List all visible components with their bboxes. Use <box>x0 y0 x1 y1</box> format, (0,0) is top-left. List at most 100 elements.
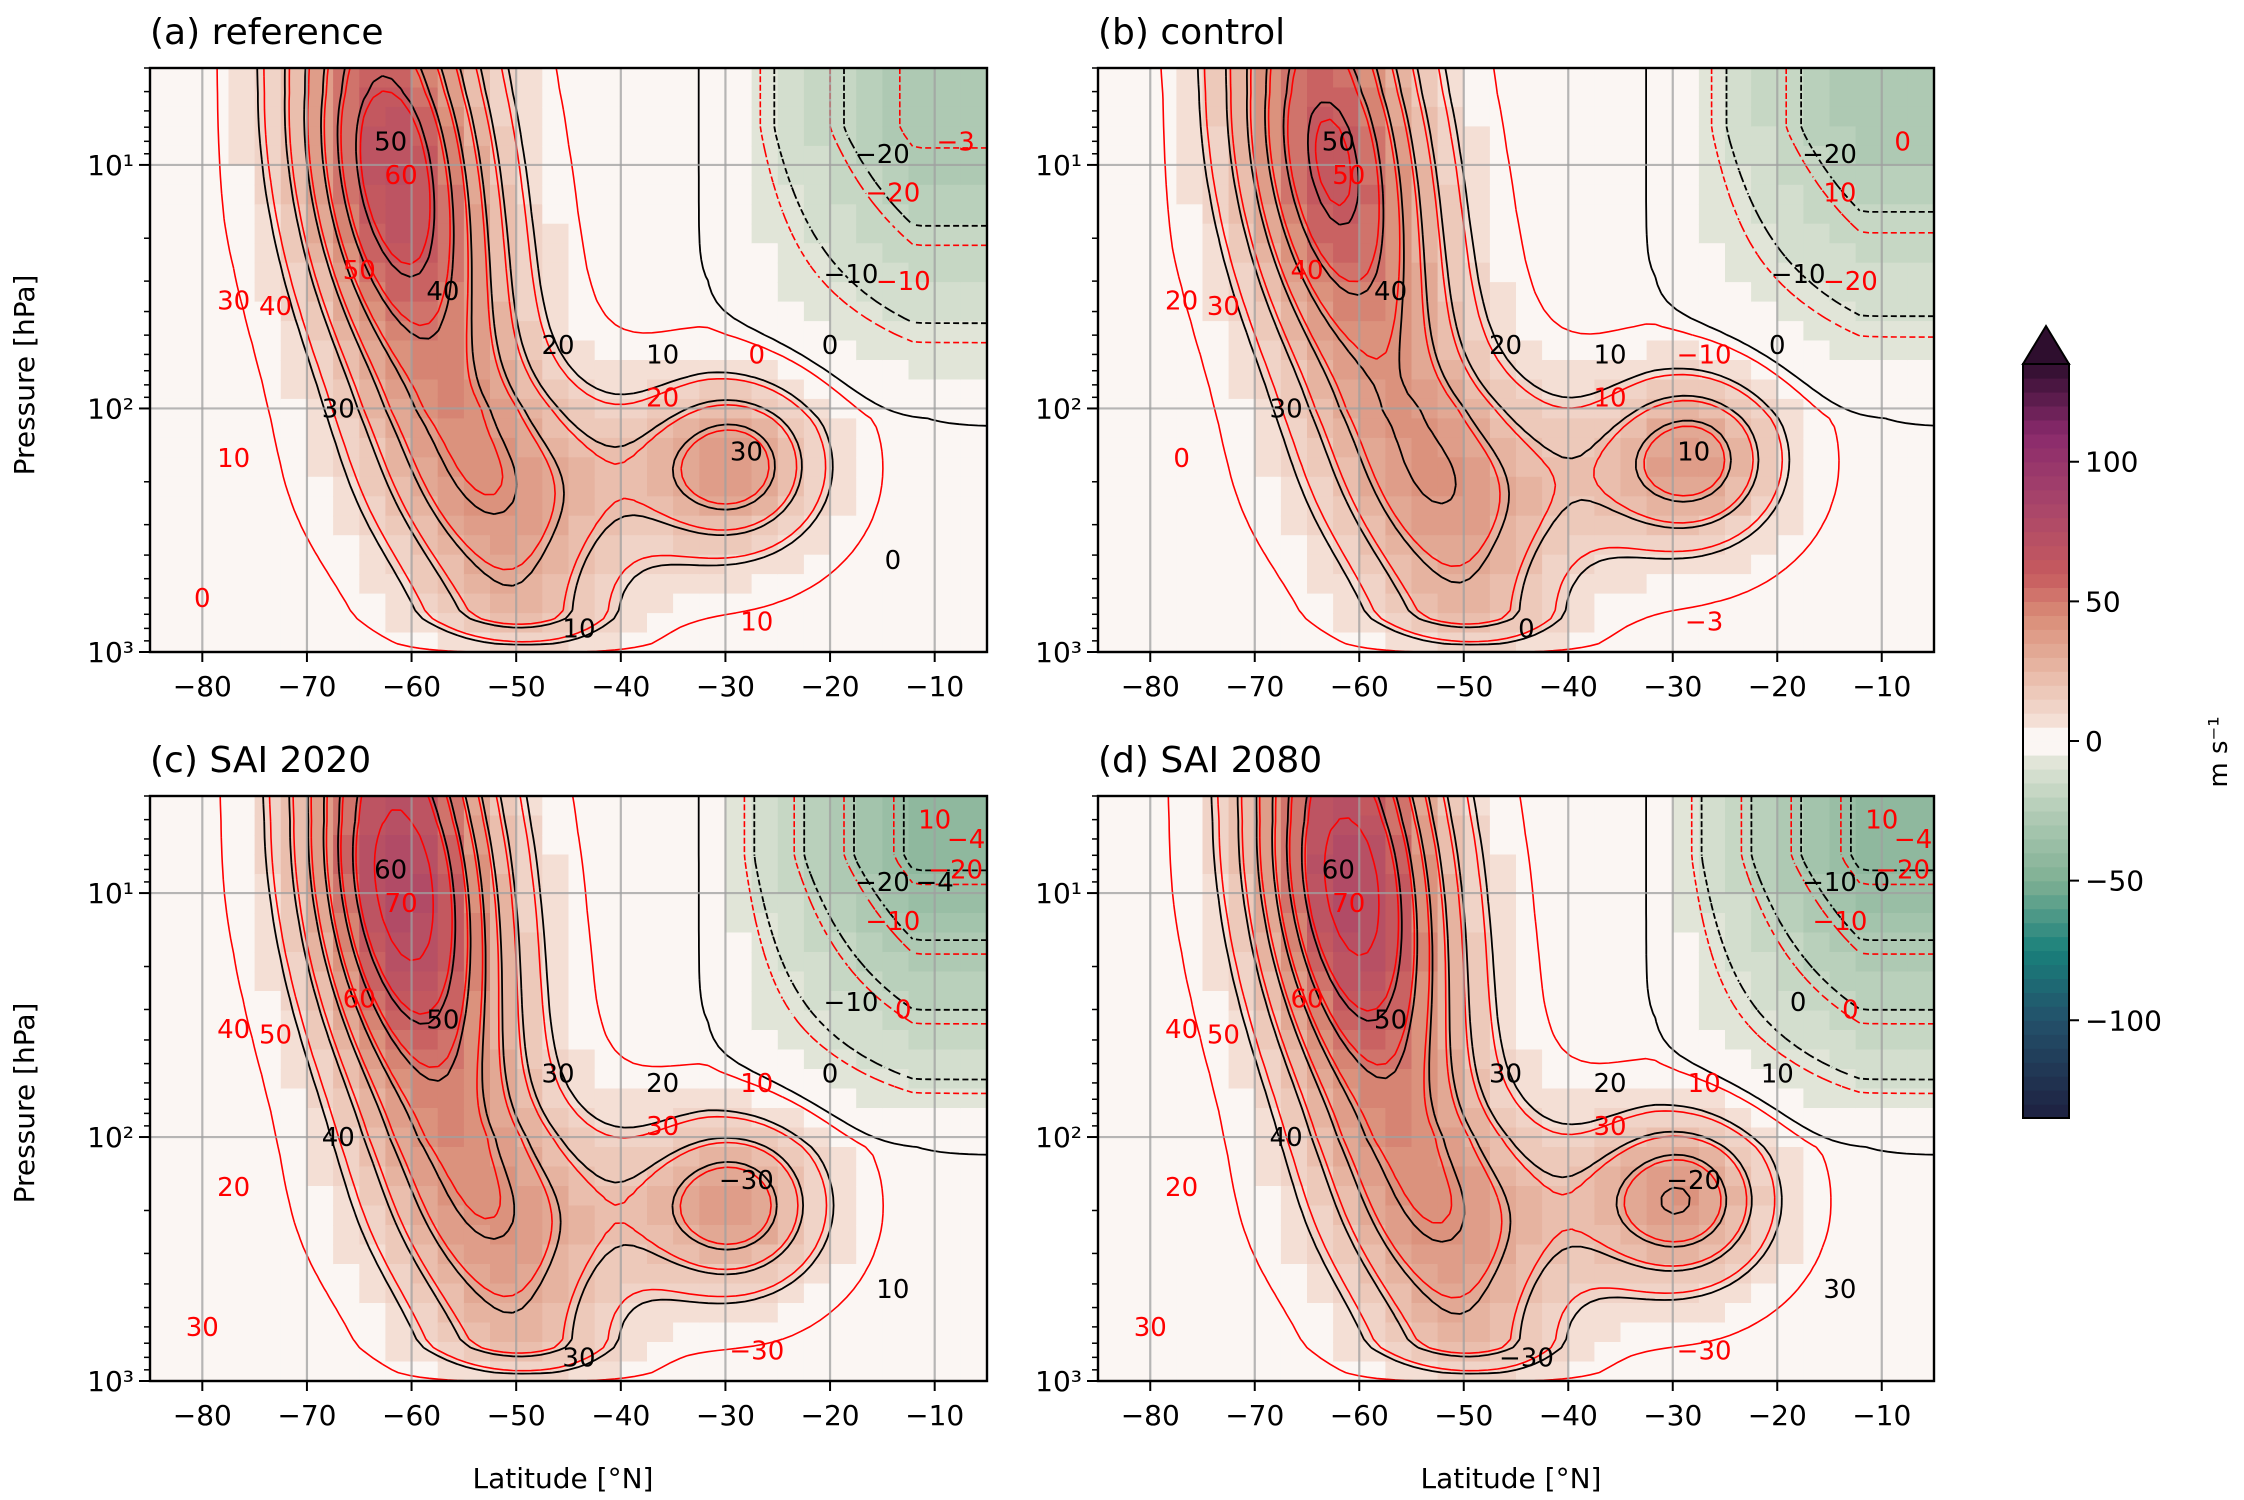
heatmap-cell <box>1254 574 1282 595</box>
heatmap-cell <box>1881 1010 1909 1031</box>
heatmap-cell <box>228 991 256 1012</box>
heatmap-cell <box>1150 165 1178 186</box>
heatmap-cell <box>463 515 491 536</box>
heatmap-cell <box>1254 1030 1282 1051</box>
heatmap-cell <box>202 360 230 381</box>
heatmap-cell <box>1489 262 1517 283</box>
contour-label-red: 0 <box>194 584 211 614</box>
heatmap-cell <box>699 854 727 875</box>
heatmap-cell <box>1803 223 1831 244</box>
heatmap-cell <box>830 1322 858 1343</box>
heatmap-cell <box>1725 815 1752 836</box>
heatmap-cell <box>1542 87 1569 108</box>
heatmap-cell <box>228 321 256 342</box>
contour-line <box>337 795 472 1082</box>
heatmap-cell <box>934 613 962 634</box>
heatmap-cell <box>437 632 465 653</box>
heatmap-cell <box>960 1264 988 1285</box>
heatmap-cell <box>777 1283 805 1304</box>
heatmap-cell <box>803 893 831 914</box>
heatmap-cell <box>934 1303 962 1324</box>
heatmap-cell <box>673 379 701 400</box>
heatmap-cell <box>1725 165 1752 186</box>
heatmap-cell <box>647 457 674 478</box>
heatmap-cell <box>411 971 439 992</box>
heatmap-cell <box>1228 165 1256 186</box>
contour-label-red: 10 <box>1865 806 1898 836</box>
heatmap-cell <box>856 1303 884 1324</box>
heatmap-cell <box>673 1147 701 1168</box>
heatmap-cell <box>1594 1283 1622 1304</box>
heatmap-cell <box>516 835 544 856</box>
heatmap-cell <box>1489 613 1517 634</box>
heatmap-cell <box>1411 379 1439 400</box>
heatmap-cell <box>176 1108 204 1129</box>
heatmap-cell <box>856 1322 884 1343</box>
heatmap-cell <box>1594 165 1622 186</box>
heatmap-cell <box>542 68 570 89</box>
heatmap-cell <box>620 262 648 283</box>
heatmap-cell <box>1463 145 1491 167</box>
heatmap-cell <box>1855 593 1883 614</box>
heatmap-cell <box>176 165 204 186</box>
heatmap-cell <box>359 854 387 875</box>
heatmap-cell <box>176 1049 204 1070</box>
heatmap-cell <box>1698 893 1726 914</box>
contour-label-black: 30 <box>1270 394 1303 424</box>
heatmap-cell <box>306 1166 334 1187</box>
heatmap-cell <box>1228 360 1256 381</box>
heatmap-cell <box>1463 437 1491 459</box>
heatmap-cell <box>725 1205 753 1226</box>
heatmap-cell <box>725 1147 753 1168</box>
heatmap-cell <box>1307 68 1334 89</box>
heatmap-cell <box>1516 893 1543 914</box>
heatmap-cell <box>568 301 596 322</box>
heatmap-cell <box>176 971 204 992</box>
heatmap-cell <box>1489 574 1517 595</box>
heatmap-cell <box>228 1303 256 1324</box>
heatmap-cell <box>1307 932 1334 953</box>
heatmap-cell <box>1124 262 1151 283</box>
heatmap-cell <box>1098 1205 1125 1226</box>
heatmap-cell <box>150 437 177 459</box>
heatmap-cell <box>1228 1361 1256 1382</box>
heatmap-cell <box>1777 418 1805 439</box>
heatmap-cell <box>1855 496 1883 517</box>
heatmap-cell <box>699 106 727 128</box>
heatmap-cell <box>228 796 256 817</box>
heatmap-cell <box>1124 593 1151 614</box>
heatmap-cell <box>437 1361 465 1382</box>
heatmap-cell <box>1359 1342 1387 1363</box>
heatmap-cell <box>568 437 596 459</box>
heatmap-cell <box>1359 1322 1387 1343</box>
heatmap-cell <box>1620 796 1648 817</box>
heatmap-cell <box>830 496 858 517</box>
heatmap-cell <box>516 574 544 595</box>
heatmap-cell <box>1568 991 1596 1012</box>
heatmap-cell <box>568 106 596 128</box>
colorbar-segment <box>2023 1062 2069 1077</box>
heatmap-cell <box>1254 554 1282 575</box>
heatmap-cell <box>1751 106 1778 128</box>
heatmap-cell <box>803 991 831 1012</box>
heatmap-cell <box>1411 1205 1439 1226</box>
heatmap-cell <box>1359 1166 1387 1187</box>
heatmap-cell <box>150 165 177 186</box>
heatmap-cell <box>1359 204 1387 225</box>
contour-label-red: −3 <box>1685 608 1723 638</box>
heatmap-cell <box>1385 1069 1413 1090</box>
heatmap-cell <box>437 1244 465 1265</box>
heatmap-cell <box>1150 1030 1178 1051</box>
heatmap-cell <box>1150 223 1178 244</box>
heatmap-cell <box>1646 496 1674 517</box>
heatmap-cell <box>280 379 308 400</box>
heatmap-cell <box>699 815 727 836</box>
heatmap-cell <box>1777 340 1805 361</box>
heatmap-cell <box>803 496 831 517</box>
x-tick-label: −50 <box>1434 670 1493 703</box>
heatmap-cell <box>306 515 334 536</box>
heatmap-cell <box>830 874 858 895</box>
heatmap-cell <box>1516 913 1543 934</box>
heatmap-cell <box>202 991 230 1012</box>
heatmap-cell <box>1359 321 1387 342</box>
